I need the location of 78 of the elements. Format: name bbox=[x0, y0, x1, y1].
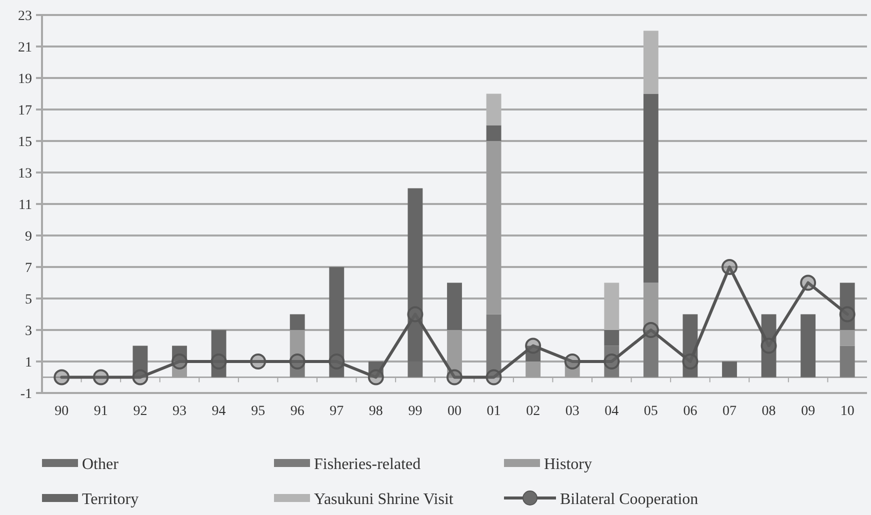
point bbox=[682, 354, 698, 370]
x-tick-label: 08 bbox=[762, 404, 776, 419]
x-tick-label: 09 bbox=[801, 404, 816, 419]
point bbox=[446, 369, 462, 386]
y-tick-label: 9 bbox=[25, 229, 32, 244]
x-tick-label: 10 bbox=[840, 404, 854, 419]
bar bbox=[604, 330, 620, 346]
bar bbox=[211, 330, 226, 378]
bar bbox=[840, 346, 855, 378]
x-tick-label: 99 bbox=[408, 404, 422, 419]
x-tick-label: 97 bbox=[330, 404, 344, 419]
x-tick-label: 01 bbox=[486, 404, 501, 419]
point bbox=[132, 369, 148, 386]
y-tick-label: 5 bbox=[25, 292, 32, 308]
y-tick-label: 7 bbox=[25, 260, 32, 276]
y-tick-label: 19 bbox=[18, 72, 32, 87]
y-tick-label: 3 bbox=[25, 324, 32, 339]
legend-label: Fisheries-related bbox=[314, 456, 421, 473]
x-tick-label: 91 bbox=[94, 404, 108, 419]
bar bbox=[643, 94, 658, 283]
point bbox=[564, 354, 580, 370]
bar bbox=[722, 362, 737, 378]
x-tick-label: 05 bbox=[644, 404, 658, 419]
x-tick-label: 90 bbox=[54, 404, 69, 419]
legend-label: Bilateral Cooperation bbox=[560, 491, 698, 508]
legend-label: History bbox=[544, 456, 592, 473]
bar bbox=[172, 346, 187, 362]
point bbox=[289, 354, 306, 370]
y-tick-label: 23 bbox=[18, 8, 32, 24]
point bbox=[525, 338, 542, 354]
y-tick-label: 21 bbox=[18, 40, 32, 56]
y-tick-label: 15 bbox=[18, 134, 32, 150]
bar bbox=[329, 267, 344, 378]
bar bbox=[447, 282, 462, 330]
point bbox=[839, 306, 856, 322]
x-tick-label: 06 bbox=[683, 404, 698, 419]
x-tick-label: 94 bbox=[212, 404, 226, 419]
point bbox=[486, 369, 502, 386]
x-tick-label: 07 bbox=[722, 404, 736, 419]
point bbox=[250, 354, 266, 370]
x-tick-label: 02 bbox=[526, 404, 540, 419]
point bbox=[800, 274, 816, 291]
bar bbox=[486, 125, 502, 141]
y-tick-label: 13 bbox=[18, 166, 32, 182]
legend-label: Yasukuni Shrine Visit bbox=[314, 491, 454, 508]
x-tick-label: 93 bbox=[172, 404, 186, 419]
x-tick-label: 00 bbox=[448, 404, 462, 419]
point bbox=[760, 338, 777, 354]
point bbox=[407, 306, 424, 322]
y-tick-label: 11 bbox=[18, 198, 32, 213]
bar bbox=[643, 330, 658, 378]
legend-label: Territory bbox=[82, 491, 139, 508]
point bbox=[172, 354, 188, 370]
legend-label: Other bbox=[82, 456, 120, 473]
point bbox=[642, 322, 659, 338]
point bbox=[604, 354, 620, 370]
bar bbox=[840, 282, 855, 330]
y-tick-label: 17 bbox=[18, 103, 32, 118]
y-tick-label: 1 bbox=[25, 355, 32, 370]
point bbox=[328, 354, 345, 370]
bar bbox=[800, 314, 816, 378]
x-tick-label: 98 bbox=[368, 404, 383, 419]
x-tick-label: 04 bbox=[604, 404, 619, 419]
bar bbox=[761, 314, 776, 378]
x-tick-label: 92 bbox=[133, 404, 148, 419]
x-tick-label: 96 bbox=[290, 404, 304, 419]
bar bbox=[132, 346, 148, 378]
bar bbox=[290, 362, 305, 378]
point bbox=[54, 369, 70, 386]
x-tick-label: 03 bbox=[565, 404, 580, 419]
point bbox=[368, 369, 384, 386]
point bbox=[210, 354, 227, 370]
point bbox=[92, 369, 109, 386]
x-tick-label: 95 bbox=[251, 404, 266, 419]
bar bbox=[290, 314, 305, 330]
y-tick-label: -1 bbox=[20, 386, 32, 402]
bar bbox=[486, 314, 502, 378]
point bbox=[722, 259, 738, 275]
